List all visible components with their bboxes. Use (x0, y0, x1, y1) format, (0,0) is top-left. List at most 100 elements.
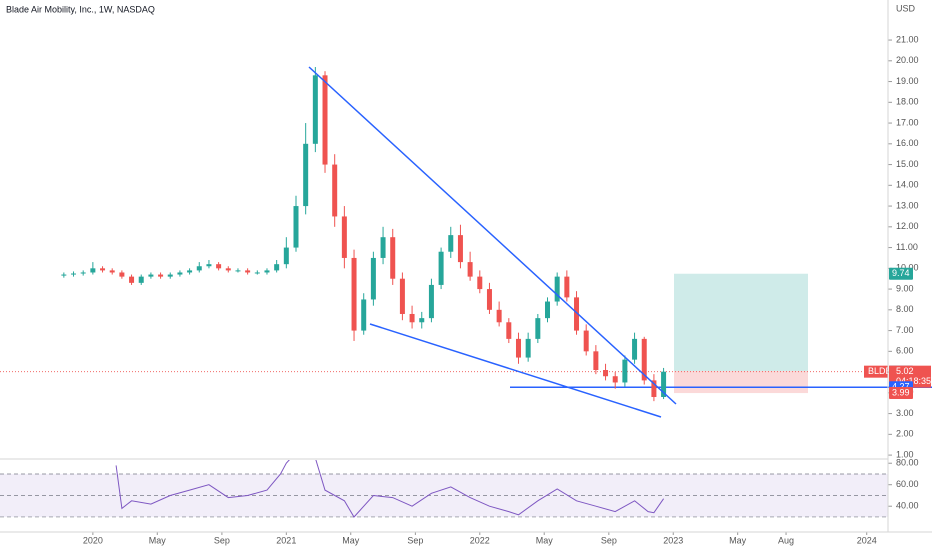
trend-line (369, 323, 662, 418)
candle-body (216, 264, 222, 269)
x-tick-label: 2022 (470, 535, 490, 545)
candle-body (148, 274, 154, 277)
y-tick-label: 3.00 (896, 408, 914, 418)
target-zone (674, 273, 808, 372)
y-tick-label: 17.00 (896, 117, 919, 127)
candle-body (661, 371, 667, 397)
candle-body (264, 270, 270, 273)
countdown: 04:18:35 (896, 376, 931, 386)
y-tick-label: 2.00 (896, 429, 914, 439)
y-tick-label: 21.00 (896, 34, 919, 44)
candle-body (225, 268, 231, 271)
candle-body (583, 330, 589, 352)
candle-body (574, 297, 580, 331)
main-pane (0, 67, 888, 402)
stop-label: 3.99 (892, 387, 910, 397)
candle-body (245, 270, 251, 273)
candle-body (332, 164, 338, 217)
candle-body (370, 257, 376, 300)
candle-body (80, 272, 86, 274)
x-tick-label: 2021 (276, 535, 296, 545)
x-tick-label: May (536, 535, 554, 545)
candle-body (293, 206, 299, 248)
candle-body (71, 273, 77, 275)
candle-body (496, 309, 502, 323)
candle-body (535, 318, 541, 339)
candle-body (419, 318, 425, 323)
candle-body (177, 272, 183, 275)
candle-body (61, 274, 67, 276)
candle-body (303, 143, 309, 207)
target-label: 9.74 (892, 268, 910, 278)
y-tick-label: 10.00 (896, 263, 919, 273)
candle-body (641, 338, 647, 381)
axes: 2020 May Sep 2021 May Sep 2022 May Sep 2023 May Aug… (83, 34, 932, 545)
stop-zone (674, 371, 808, 394)
y-tick-label: 18.00 (896, 97, 919, 107)
candle-body (448, 235, 454, 252)
x-tick-label: 2024 (857, 535, 877, 545)
candle-body (467, 262, 473, 277)
candle-body (457, 235, 463, 263)
candle-body (486, 289, 492, 310)
candle-body (651, 380, 657, 397)
candle-body (506, 322, 512, 339)
x-tick-label: Sep (214, 535, 230, 545)
y-tick-label: 12.00 (896, 221, 919, 231)
candle-body (593, 351, 599, 371)
rsi-pane (0, 460, 888, 518)
y-tick-label: 6.00 (896, 346, 914, 356)
candle-body (109, 270, 115, 273)
candle-body (283, 247, 289, 265)
x-tick-label: May (729, 535, 747, 545)
candle-body (361, 299, 367, 331)
candle-body (90, 268, 96, 273)
candle-body (100, 268, 106, 271)
candle-body (438, 251, 444, 285)
x-tick-label: Aug (778, 535, 794, 545)
candle-body (138, 276, 144, 283)
drawings (308, 66, 677, 418)
x-tick-label: 2020 (83, 535, 103, 545)
candle-body (351, 257, 357, 331)
rsi-tick-label: 40.00 (896, 501, 919, 511)
y-tick-label: 13.00 (896, 200, 919, 210)
rsi-tick-label: 80.00 (896, 458, 919, 468)
y-tick-label: 9.00 (896, 283, 914, 293)
y-tick-label: 16.00 (896, 138, 919, 148)
candle-body (129, 276, 135, 283)
x-tick-label: May (342, 535, 360, 545)
y-tick-label: 14.00 (896, 180, 919, 190)
candle-body (167, 274, 173, 277)
candle-body (119, 272, 125, 277)
last-price: 5.02 (896, 366, 914, 376)
trend-line (308, 66, 677, 405)
candle-body (206, 264, 212, 267)
rsi-tick-label: 60.00 (896, 479, 919, 489)
candle-body (254, 272, 260, 274)
y-tick-label: 19.00 (896, 76, 919, 86)
candle-body (428, 284, 434, 319)
candle-body (603, 370, 609, 377)
rsi-line (115, 460, 665, 518)
level-label: 4.27 (892, 382, 910, 392)
candle-body (322, 75, 328, 165)
chart-title: Blade Air Mobility, Inc., 1W, NASDAQ (6, 4, 155, 14)
candle-body (622, 359, 628, 383)
candle-body (525, 338, 531, 358)
candle-body (545, 301, 551, 319)
x-tick-label: 2023 (663, 535, 683, 545)
candle-body (196, 266, 202, 271)
y-tick-label: 7.00 (896, 325, 914, 335)
y-tick-label: 15.00 (896, 159, 919, 169)
y-tick-label: 8.00 (896, 304, 914, 314)
candle-body (612, 376, 618, 383)
candle-body (554, 276, 560, 302)
stop-label-bg (889, 387, 913, 400)
y-tick-label: 11.00 (896, 242, 918, 252)
y-tick-label: 1.00 (896, 449, 914, 459)
ticker-bg (864, 365, 888, 378)
candle-body (632, 338, 638, 360)
x-tick-label: May (149, 535, 167, 545)
